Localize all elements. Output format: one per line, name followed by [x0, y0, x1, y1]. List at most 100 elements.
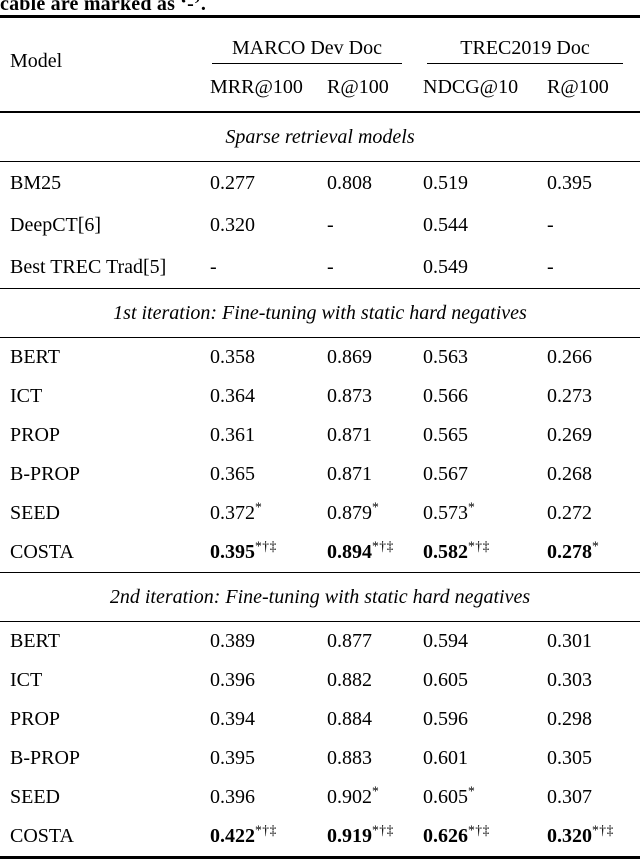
value-cell: 0.320*†‡ — [537, 817, 640, 859]
significance-marks: *†‡ — [468, 538, 490, 554]
model-name-cell: BERT — [0, 621, 200, 661]
value-cell: 0.395*†‡ — [200, 533, 317, 573]
value-cell: 0.549 — [413, 246, 537, 289]
significance-marks: *†‡ — [372, 538, 394, 554]
value-cell: 0.544 — [413, 204, 537, 246]
value-cell: 0.303 — [537, 661, 640, 700]
value-cell: 0.565 — [413, 416, 537, 455]
value-cell: 0.396 — [200, 661, 317, 700]
metric-value: 0.307 — [547, 786, 592, 808]
section-title-row: 1st iteration: Fine-tuning with static h… — [0, 288, 640, 338]
group-header-trec-label: TREC2019 Doc — [427, 19, 623, 64]
metric-value: 0.320 — [210, 213, 255, 236]
value-cell: 0.365 — [200, 455, 317, 494]
value-cell: 0.596 — [413, 700, 537, 739]
metric-value: 0.582 — [423, 541, 468, 563]
metric-value: 0.365 — [210, 463, 255, 485]
metric-value: 0.358 — [210, 346, 255, 368]
metric-value: 0.902 — [327, 786, 372, 808]
metric-value: 0.884 — [327, 708, 372, 730]
metric-value: 0.266 — [547, 346, 592, 368]
significance-marks: * — [468, 783, 476, 799]
metric-value: 0.566 — [423, 385, 468, 407]
metric-value: 0.594 — [423, 630, 468, 652]
value-cell: 0.273 — [537, 377, 640, 416]
table-row: B-PROP 0.365 0.871 0.567 0.268 — [0, 455, 640, 494]
significance-marks: * — [468, 499, 476, 515]
metric-value: 0.519 — [423, 171, 468, 194]
value-cell: 0.626*†‡ — [413, 817, 537, 859]
metric-value: 0.364 — [210, 385, 255, 407]
value-cell: 0.573* — [413, 494, 537, 533]
metric-value: 0.549 — [423, 255, 468, 278]
table-row: ICT 0.396 0.882 0.605 0.303 — [0, 661, 640, 700]
metric-value: 0.596 — [423, 708, 468, 730]
value-cell: 0.869 — [317, 337, 413, 377]
metric-value: 0.565 — [423, 424, 468, 446]
metric-value: 0.269 — [547, 424, 592, 446]
model-name-cell: BM25 — [0, 161, 200, 204]
header-group-row: Model MARCO Dev Doc TREC2019 Doc — [0, 15, 640, 112]
value-cell: 0.364 — [200, 377, 317, 416]
value-cell: 0.394 — [200, 700, 317, 739]
value-cell: 0.882 — [317, 661, 413, 700]
metric-value: 0.573 — [423, 502, 468, 524]
metric-value: 0.395 — [210, 747, 255, 769]
metric-value: 0.396 — [210, 786, 255, 808]
metric-value: 0.919 — [327, 825, 372, 847]
value-cell: 0.301 — [537, 621, 640, 661]
value-cell: 0.567 — [413, 455, 537, 494]
model-name-cell: COSTA — [10, 541, 74, 563]
value-cell: 0.605 — [413, 661, 537, 700]
metric-header-r100-marco: R@100 — [327, 76, 389, 98]
header-metric-row: MRR@100 R@100 NDCG@10 R@100 — [0, 64, 640, 112]
metric-value: 0.563 — [423, 346, 468, 368]
metric-value: 0.396 — [210, 669, 255, 691]
metric-value: 0.883 — [327, 747, 372, 769]
significance-marks: * — [592, 538, 600, 554]
metric-value: 0.605 — [423, 786, 468, 808]
metric-value: 0.882 — [327, 669, 372, 691]
value-cell: 0.873 — [317, 377, 413, 416]
metric-value: 0.395 — [210, 541, 255, 563]
significance-marks: * — [255, 499, 263, 515]
model-name-cell: B-PROP — [10, 463, 81, 485]
value-cell: 0.268 — [537, 455, 640, 494]
value-cell: 0.307 — [537, 778, 640, 817]
significance-marks: *†‡ — [255, 822, 277, 838]
value-cell: 0.389 — [200, 621, 317, 661]
model-name-cell: COSTA — [0, 817, 200, 859]
metric-value: 0.879 — [327, 502, 372, 524]
value-cell: 0.808 — [317, 161, 413, 204]
table-row: SEED 0.372* 0.879* 0.573* 0.272 — [0, 494, 640, 533]
metric-value: 0.303 — [547, 669, 592, 691]
metric-value: 0.869 — [327, 346, 372, 368]
table-row: B-PROP 0.395 0.883 0.601 0.305 — [0, 739, 640, 778]
table-row: PROP 0.361 0.871 0.565 0.269 — [0, 416, 640, 455]
metric-value: 0.305 — [547, 747, 592, 769]
value-cell: 0.395 — [200, 739, 317, 778]
metric-value: 0.626 — [423, 825, 468, 847]
metric-value: - — [547, 255, 554, 278]
metric-value: 0.605 — [423, 669, 468, 691]
value-cell: 0.422*†‡ — [200, 817, 317, 859]
value-cell: 0.272 — [537, 494, 640, 533]
metric-value: 0.372 — [210, 502, 255, 524]
metric-value: 0.871 — [327, 463, 372, 485]
significance-marks: * — [372, 783, 380, 799]
value-cell: 0.358 — [200, 337, 317, 377]
model-name-cell: SEED — [10, 502, 60, 524]
table-row: COSTA 0.422*†‡ 0.919*†‡ 0.626*†‡ 0.320*†… — [0, 817, 640, 859]
value-cell: 0.884 — [317, 700, 413, 739]
metric-value: - — [327, 255, 334, 278]
section-title: 2nd iteration: Fine-tuning with static h… — [0, 572, 640, 622]
value-cell: 0.298 — [537, 700, 640, 739]
caption-fragment: cable are marked as ‘-’. — [0, 0, 640, 15]
metric-value: - — [547, 213, 554, 236]
significance-marks: *†‡ — [592, 822, 614, 838]
value-cell: 0.879* — [317, 494, 413, 533]
section-title: Sparse retrieval models — [0, 111, 640, 162]
group-header-marco: MARCO Dev Doc — [200, 15, 413, 64]
value-cell: 0.877 — [317, 621, 413, 661]
